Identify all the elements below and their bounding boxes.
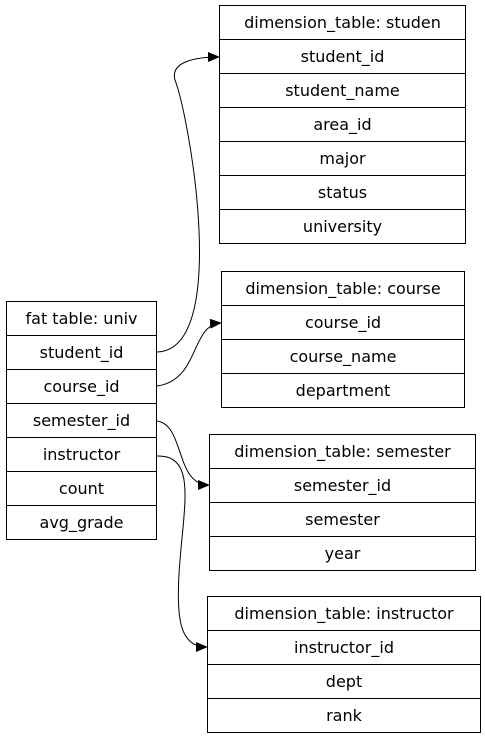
student-dimension-table: dimension_table: studen student_id stude… xyxy=(219,5,466,244)
semester-dimension-table: dimension_table: semester semester_id se… xyxy=(209,434,476,571)
fact-field-count: count xyxy=(7,471,156,505)
edge-semester-id xyxy=(156,420,210,490)
fact-field-course-id: course_id xyxy=(7,369,156,403)
course-field-course-name: course_name xyxy=(222,339,464,373)
student-field-student-name: student_name xyxy=(220,73,465,107)
student-field-status: status xyxy=(220,175,465,209)
semester-field-year: year xyxy=(210,536,475,570)
course-dimension-table: dimension_table: course course_id course… xyxy=(221,271,465,408)
student-field-area-id: area_id xyxy=(220,107,465,141)
fact-field-instructor: instructor xyxy=(7,437,156,471)
student-field-student-id: student_id xyxy=(220,39,465,73)
course-field-course-id: course_id xyxy=(222,305,464,339)
fact-table-title: fat table: univ xyxy=(25,309,138,328)
fact-field-avg-grade: avg_grade xyxy=(7,505,156,539)
semester-field-semester: semester xyxy=(210,502,475,536)
course-table-title: dimension_table: course xyxy=(245,279,441,298)
edge-course-id xyxy=(156,318,222,387)
instructor-dimension-table: dimension_table: instructor instructor_i… xyxy=(207,596,481,733)
instructor-field-instructor-id: instructor_id xyxy=(208,630,480,664)
fact-field-semester-id: semester_id xyxy=(7,403,156,437)
student-field-major: major xyxy=(220,141,465,175)
fact-table: fat table: univ student_id course_id sem… xyxy=(6,301,157,540)
edge-student-id xyxy=(156,52,220,353)
fact-field-student-id: student_id xyxy=(7,335,156,369)
student-field-university: university xyxy=(220,209,465,243)
semester-table-title: dimension_table: semester xyxy=(234,442,451,461)
instructor-table-title: dimension_table: instructor xyxy=(234,604,454,623)
instructor-field-dept: dept xyxy=(208,664,480,698)
instructor-field-rank: rank xyxy=(208,698,480,732)
edge-instructor xyxy=(156,455,208,652)
course-field-department: department xyxy=(222,373,464,407)
semester-field-semester-id: semester_id xyxy=(210,468,475,502)
student-table-title: dimension_table: studen xyxy=(244,13,441,32)
